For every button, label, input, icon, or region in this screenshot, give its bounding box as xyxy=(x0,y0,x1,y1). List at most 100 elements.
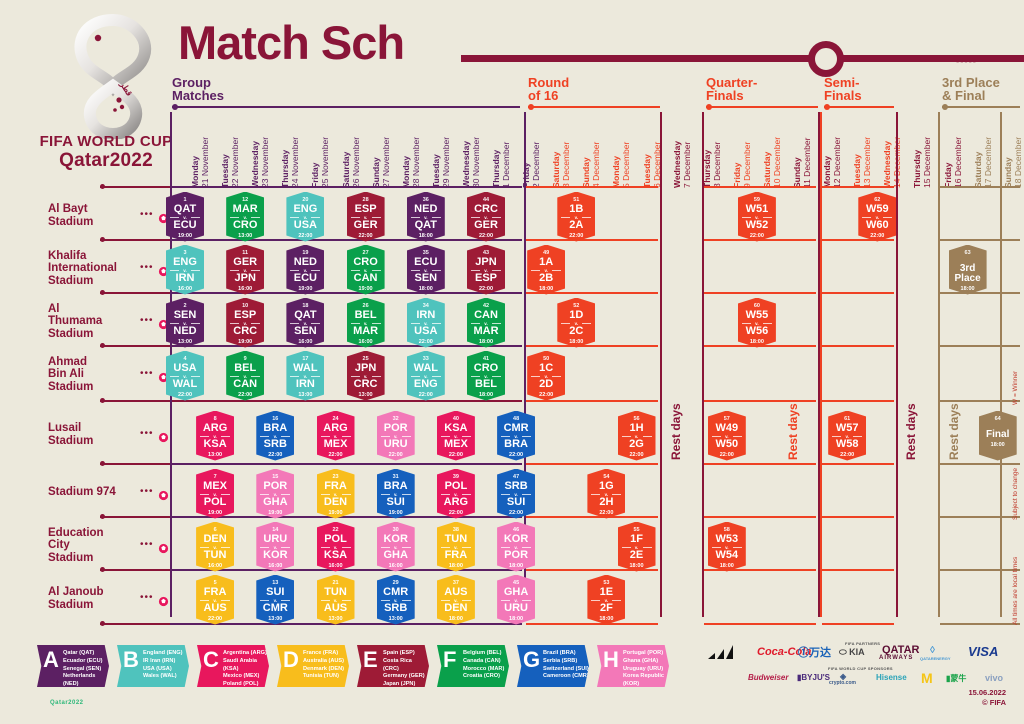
match-chip-35[interactable]: 35 ECU v. SEN 18:00 xyxy=(406,244,445,295)
match-chip-42[interactable]: 42 CAN v. MAR 18:00 xyxy=(467,297,505,348)
match-chip-17[interactable]: 17 WAL v. IRN 13:00 xyxy=(286,350,325,401)
match-chip-44[interactable]: 44 CRC v. GER 22:00 xyxy=(467,191,505,242)
match-chip-29[interactable]: 29 CMR v. SRB 13:00 xyxy=(376,574,415,625)
match-chip-53[interactable]: 53 1E v. 2F 18:00 xyxy=(587,574,626,625)
group-team: Wales (WAL) xyxy=(143,673,177,680)
match-chip-49[interactable]: 49 1A v. 2B 18:00 xyxy=(527,244,566,295)
match-chip-13[interactable]: 13 SUI v. CMR 13:00 xyxy=(256,574,295,625)
match-chip-26[interactable]: 26 BEL v. MAR 16:00 xyxy=(346,297,385,348)
match-time: 18:00 xyxy=(539,285,554,292)
match-team-home: MAR xyxy=(232,202,258,215)
match-chip-1[interactable]: 1 QAT v. ECU 19:00 xyxy=(166,191,204,242)
group-team: USA (USA) xyxy=(143,665,172,672)
match-chip-12[interactable]: 12 MAR v. CRO 13:00 xyxy=(226,191,265,242)
match-team-home: GHA xyxy=(503,585,529,598)
match-chip-40[interactable]: 40 KSA v. MEX 22:00 xyxy=(436,410,475,461)
match-team-home: 1C xyxy=(539,361,554,374)
match-chip-54[interactable]: 54 1G v. 2H 22:00 xyxy=(587,468,626,519)
match-chip-15[interactable]: 15 POR v. GHA 19:00 xyxy=(256,468,295,519)
match-team-home: TUN xyxy=(324,585,347,598)
match-chip-21[interactable]: 21 TUN v. AUS 13:00 xyxy=(316,574,355,625)
match-chip-20[interactable]: 20 ENG v. USA 22:00 xyxy=(286,191,325,242)
match-chip-41[interactable]: 41 CRO v. BEL 18:00 xyxy=(467,350,505,401)
match-chip-25[interactable]: 25 JPN v. CRC 13:00 xyxy=(346,350,385,401)
stadium-name-line: Ahmad xyxy=(48,355,87,368)
match-chip-32[interactable]: 32 POR v. URU 22:00 xyxy=(376,410,415,461)
match-chip-38[interactable]: 38 TUN v. FRA 18:00 xyxy=(436,521,475,572)
match-chip-5[interactable]: 5 FRA v. AUS 22:00 xyxy=(196,574,235,625)
match-versus-label: v. xyxy=(317,545,355,550)
match-team-away: ECU xyxy=(173,218,197,231)
match-chip-59[interactable]: 59 W51 v. W52 22:00 xyxy=(737,191,776,242)
sponsor-qatarenergy-sub: QATARENERGY xyxy=(920,656,951,661)
match-chip-56[interactable]: 56 1H v. 2G 22:00 xyxy=(617,410,656,461)
match-number: 34 xyxy=(422,302,429,309)
match-team-home: CMR xyxy=(503,421,529,434)
match-chip-4[interactable]: 4 USA v. WAL 22:00 xyxy=(166,350,204,401)
match-chip-31[interactable]: 31 BRA v. SUI 19:00 xyxy=(376,468,415,519)
match-chip-43[interactable]: 43 JPN v. ESP 22:00 xyxy=(467,244,505,295)
match-chip-16[interactable]: 16 BRA v. SRB 22:00 xyxy=(256,410,295,461)
match-chip-61[interactable]: 61 W57 v. W58 22:00 xyxy=(828,410,867,461)
match-chip-58[interactable]: 58 W53 v. W54 18:00 xyxy=(707,521,746,572)
match-number: 57 xyxy=(723,415,730,422)
match-chip-28[interactable]: 28 ESP v. GER 22:00 xyxy=(346,191,385,242)
match-chip-22[interactable]: 22 POL v. KSA 16:00 xyxy=(316,521,355,572)
stadium-leader-dots: ••• xyxy=(140,367,154,379)
match-chip-48[interactable]: 48 CMR v. BRA 22:00 xyxy=(497,410,536,461)
match-chip-3[interactable]: 3 ENG v. IRN 16:00 xyxy=(166,244,204,295)
match-chip-63[interactable]: 63 3rd Place 18:00 xyxy=(948,244,987,295)
stadium-name-line: Education xyxy=(48,526,104,539)
match-chip-24[interactable]: 24 ARG v. MEX 22:00 xyxy=(316,410,355,461)
sponsor-hisense-logo: Hisense xyxy=(876,673,907,682)
match-chip-50[interactable]: 50 1C v. 2D 22:00 xyxy=(527,350,566,401)
match-chip-39[interactable]: 39 POL v. ARG 22:00 xyxy=(436,468,475,519)
sponsor-coca-cola-logo: Coca-Cola xyxy=(757,646,812,658)
match-chip-2[interactable]: 2 SEN v. NED 13:00 xyxy=(166,297,204,348)
match-chip-37[interactable]: 37 AUS v. DEN 18:00 xyxy=(436,574,475,625)
row-divider xyxy=(940,345,1020,347)
match-number: 45 xyxy=(513,579,520,586)
match-chip-57[interactable]: 57 W49 v. W50 22:00 xyxy=(707,410,746,461)
group-letter: B xyxy=(123,647,139,672)
match-time: 22:00 xyxy=(177,391,193,398)
match-chip-8[interactable]: 8 ARG v. KSA 13:00 xyxy=(196,410,235,461)
match-chip-7[interactable]: 7 MEX v. POL 19:00 xyxy=(196,468,235,519)
match-chip-33[interactable]: 33 WAL v. ENG 22:00 xyxy=(406,350,445,401)
match-chip-36[interactable]: 36 NED v. QAT 18:00 xyxy=(406,191,445,242)
match-chip-52[interactable]: 52 1D v. 2C 18:00 xyxy=(557,297,596,348)
match-chip-47[interactable]: 47 SRB v. SUI 22:00 xyxy=(497,468,536,519)
match-chip-9[interactable]: 9 BEL v. CAN 22:00 xyxy=(226,350,265,401)
match-chip-64[interactable]: 64 Final 18:00 xyxy=(978,410,1017,461)
match-label-line1: Final xyxy=(986,428,1010,440)
match-chip-27[interactable]: 27 CRO v. CAN 19:00 xyxy=(346,244,385,295)
match-team-home: URU xyxy=(263,532,288,545)
match-chip-6[interactable]: 6 DEN v. TUN 16:00 xyxy=(196,521,235,572)
match-time: 22:00 xyxy=(418,391,433,398)
match-chip-30[interactable]: 30 KOR v. GHA 16:00 xyxy=(376,521,415,572)
match-chip-62[interactable]: 62 W59 v. W60 22:00 xyxy=(858,191,897,242)
match-number: 8 xyxy=(213,415,217,422)
match-versus-label: v. xyxy=(377,492,415,497)
match-chip-34[interactable]: 34 IRN v. USA 22:00 xyxy=(406,297,445,348)
match-chip-23[interactable]: 23 FRA v. DEN 19:00 xyxy=(316,468,355,519)
match-chip-45[interactable]: 45 GHA v. URU 18:00 xyxy=(497,574,536,625)
match-time: 22:00 xyxy=(749,232,764,239)
match-chip-51[interactable]: 51 1B v. 2A 22:00 xyxy=(557,191,596,242)
match-chip-55[interactable]: 55 1F v. 2E 18:00 xyxy=(617,521,656,572)
match-chip-60[interactable]: 60 W55 v. W56 18:00 xyxy=(737,297,776,348)
match-time: 22:00 xyxy=(238,391,253,398)
match-chip-18[interactable]: 18 QAT v. SEN 16:00 xyxy=(286,297,325,348)
match-number: 46 xyxy=(513,526,520,533)
match-chip-46[interactable]: 46 KOR v. POR 18:00 xyxy=(497,521,536,572)
row-divider xyxy=(170,463,522,465)
match-chip-14[interactable]: 14 URU v. KOR 16:00 xyxy=(256,521,295,572)
match-team-home: 1D xyxy=(569,308,584,321)
match-chip-11[interactable]: 11 GER v. JPN 16:00 xyxy=(226,244,265,295)
group-team: Ghana (GHA) xyxy=(623,657,659,664)
match-chip-10[interactable]: 10 ESP v. CRC 19:00 xyxy=(226,297,265,348)
match-versus-label: v. xyxy=(166,374,204,379)
match-time: 22:00 xyxy=(418,338,433,345)
match-chip-19[interactable]: 19 NED v. ECU 19:00 xyxy=(286,244,325,295)
row-divider xyxy=(822,623,894,625)
